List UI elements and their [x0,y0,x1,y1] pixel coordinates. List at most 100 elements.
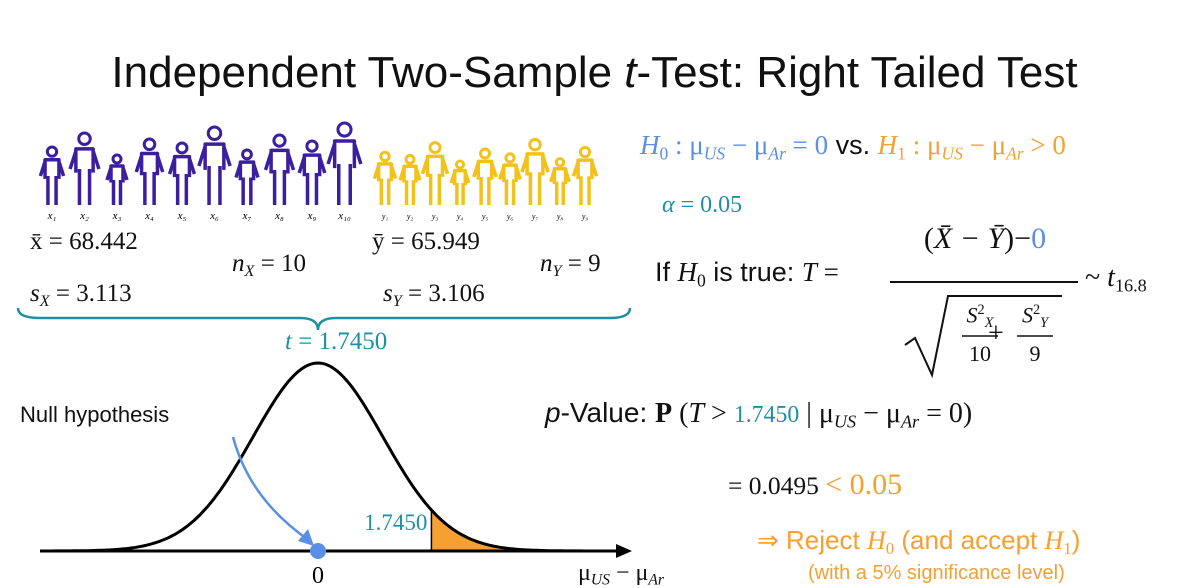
hypotheses: H0 : μUS − μAr = 0 vs. H1 : μUS − μAr > … [640,130,1066,164]
x-label: x₁ [47,210,57,222]
formula-part: T [688,398,705,429]
formula-part: = 0.0495 [728,471,826,500]
person-head [379,150,391,163]
formula-part: 16.8 [1114,275,1147,296]
formula-part: + [988,318,1004,349]
decision: ⇒ Reject H0 (and accept H1) [757,525,1080,559]
formula-part: = 3.106 [401,280,485,307]
formula-part: X [984,314,994,331]
formula-part: is true: [705,257,802,287]
plus: + [988,318,1004,350]
person-body [398,164,422,205]
term-denominator: 10 [960,341,1000,367]
formula-part: t [624,48,637,97]
x-label: x₅ [177,210,187,222]
formula-part: = 3.113 [49,280,132,307]
y-label: y₆ [506,212,514,221]
x-label: x₆ [209,210,219,222]
axis-label: μUS − μAr [578,560,664,588]
formula-part: : μ [905,130,942,160]
formula-part: US [590,571,610,588]
formula-part: 1.7450 [733,402,800,428]
formula-part: > 0 [1023,130,1066,160]
formula-part: − μ [856,398,901,429]
formula-part: − μ [962,130,1007,160]
person-body [372,162,398,205]
formula-part: n [232,250,245,277]
person-head [479,147,491,160]
pointer-head [298,529,314,546]
formula-part: 1 [897,143,906,164]
formula-part: (with a 5% significance level) [808,562,1065,584]
formula-part: 1 [1063,539,1072,559]
formula-part: = 0) [919,398,973,429]
formula-part: = 1.7450 [291,328,388,355]
formula-part: H [866,526,886,555]
formula-part: X̄ − Ȳ [933,222,1005,255]
y-label: y₃ [431,212,439,221]
term-numerator: S2X [960,302,1000,332]
formula-part: Independent Two-Sample [111,48,625,97]
formula-part: T [801,257,817,287]
brace [16,307,632,331]
formula-part: | μ [799,398,834,429]
x-label: x₈ [274,210,284,222]
formula-part: X [244,261,255,280]
formula-part: US [703,143,726,164]
formula-part: If [655,257,678,287]
person-body [105,164,129,205]
p-result: = 0.0495 < 0.05 [728,468,902,502]
formula-part: ( [672,398,689,429]
formula-part: )− [1004,222,1032,255]
person-head [272,133,287,148]
formula-part: n [540,250,553,277]
person-body [520,152,550,205]
person-body [68,147,101,205]
formula-part: X [39,291,50,310]
y-sd: sY = 3.106 [383,280,485,311]
person-body [297,153,327,205]
formula-part: 0 [885,539,895,559]
formula-part: ⇒ Reject [757,525,867,555]
formula-part: vs. [828,130,878,160]
formula-part: : μ [668,130,704,160]
y-label: y₁ [381,212,389,221]
person-head [175,141,189,155]
formula-part: H [640,130,660,160]
y-label: y₇ [531,212,539,221]
formula-part: Y [392,291,402,310]
y-label: y₈ [556,212,564,221]
person-body [326,139,363,205]
formula-part: = 0.05 [674,192,743,218]
formula-part: ( [923,222,934,255]
formula-part: = 9 [561,250,601,277]
formula-part: S [966,302,978,328]
axis-arrow [616,544,632,558]
formula-part: Ar [1006,143,1024,164]
formula-part: 0 [659,143,669,164]
formula-part: = [816,257,839,287]
sqrt [904,295,1062,379]
formula-part: 10 [969,341,991,366]
formula-part: H [1044,526,1064,555]
person-head [241,148,253,161]
formula-part: p [545,397,561,428]
person-head [554,157,566,168]
formula-part: α [662,192,675,218]
term-numerator: S2Y [1015,302,1055,332]
formula-part: 9 [1029,341,1041,366]
formula-part: -Test: Right Tailed Test [636,48,1078,97]
person-body [549,167,571,205]
null-marker [310,543,326,559]
person-body [498,163,522,205]
t-statistic: t = 1.7450 [285,328,387,356]
note: (with a 5% significance level) [808,562,1065,585]
formula-part: S [1021,302,1033,328]
x-label: x₇ [242,210,252,222]
person-body [38,158,66,205]
formula-part: US [833,411,857,432]
term-denominator: 9 [1015,341,1055,367]
formula-part: Ar [900,411,920,432]
person-body [449,168,471,205]
